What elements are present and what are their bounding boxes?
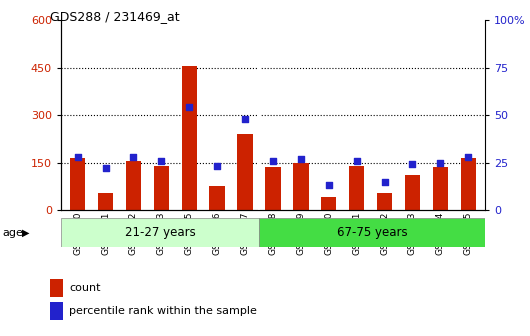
Point — [157, 158, 165, 163]
Text: 67-75 years: 67-75 years — [337, 226, 407, 239]
Bar — [98, 193, 113, 210]
Bar — [70, 158, 85, 210]
Bar — [50, 279, 63, 297]
Bar — [405, 175, 420, 210]
Point — [352, 158, 361, 163]
Bar — [126, 161, 141, 210]
Text: ▶: ▶ — [22, 228, 30, 238]
Bar — [154, 166, 169, 210]
Bar — [461, 158, 476, 210]
Point — [408, 162, 417, 167]
Point — [269, 158, 277, 163]
Bar — [321, 197, 337, 210]
Text: percentile rank within the sample: percentile rank within the sample — [69, 306, 257, 316]
Point — [101, 166, 110, 171]
Point — [241, 116, 249, 122]
Bar — [349, 166, 364, 210]
Bar — [432, 167, 448, 210]
Point — [74, 154, 82, 160]
Bar — [50, 302, 63, 320]
Bar — [182, 66, 197, 210]
Bar — [259, 218, 485, 247]
Bar — [266, 167, 280, 210]
Point — [436, 160, 445, 165]
Bar — [61, 218, 259, 247]
Point — [129, 154, 138, 160]
Bar — [237, 134, 253, 210]
Point — [324, 183, 333, 188]
Bar — [377, 193, 392, 210]
Text: 21-27 years: 21-27 years — [125, 226, 195, 239]
Point — [464, 154, 472, 160]
Text: age: age — [3, 228, 23, 238]
Bar — [209, 186, 225, 210]
Text: count: count — [69, 283, 101, 293]
Point — [185, 105, 193, 110]
Point — [381, 179, 389, 184]
Text: GDS288 / 231469_at: GDS288 / 231469_at — [50, 10, 180, 23]
Point — [213, 164, 222, 169]
Bar — [293, 163, 308, 210]
Point — [297, 156, 305, 161]
